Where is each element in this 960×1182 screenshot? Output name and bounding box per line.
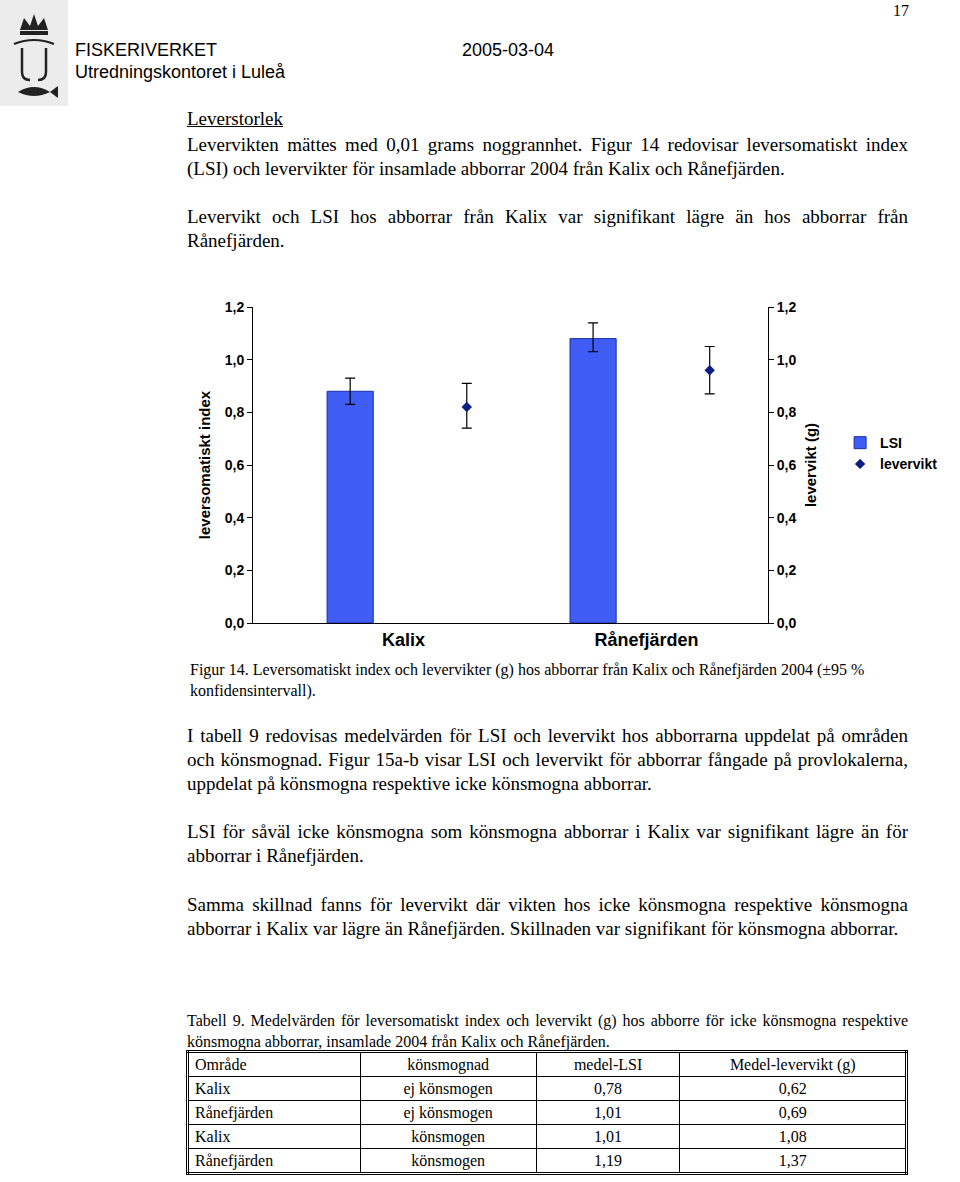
html-text:LSI för såväl icke könsmogna s: LSI för såväl icke könsmogna som könsmog… xyxy=(187,821,908,866)
html-text:I tabell 9 redovisas medelvärd: I tabell 9 redovisas medelvärden för LSI… xyxy=(187,725,908,794)
html-text:Kalix: Kalix xyxy=(195,1079,231,1097)
html-text:1,01: 1,01 xyxy=(594,1103,623,1121)
svg-text:0,2: 0,2 xyxy=(225,562,245,578)
svg-text:0,8: 0,8 xyxy=(777,404,797,420)
html-text:Medel-levervikt (g): Medel-levervikt (g) xyxy=(729,1055,856,1073)
html-text:ej könsmogen: ej könsmogen xyxy=(403,1103,493,1121)
svg-text:levervikt: levervikt xyxy=(880,456,937,472)
svg-text:Rånefjärden: Rånefjärden xyxy=(595,630,699,650)
svg-text:0,0: 0,0 xyxy=(225,615,245,631)
html-text:0,69: 0,69 xyxy=(778,1103,807,1121)
html-text:Tabell 9. Medelvärden för leve: Tabell 9. Medelvärden för leversomatiskt… xyxy=(187,1012,908,1050)
html-text:1,19: 1,19 xyxy=(594,1151,623,1169)
html-text:könsmogen: könsmogen xyxy=(411,1151,485,1169)
html-text:Figur 14. Leversomatiskt index: Figur 14. Leversomatiskt index och lever… xyxy=(190,661,865,699)
svg-text:0,4: 0,4 xyxy=(777,510,797,526)
html-text:1,08: 1,08 xyxy=(778,1127,807,1145)
html-text:0,62: 0,62 xyxy=(778,1079,807,1097)
html-text:FISKERIVERKET: FISKERIVERKET xyxy=(75,40,217,60)
html-text:17: 17 xyxy=(893,2,909,19)
svg-text:1,0: 1,0 xyxy=(225,352,245,368)
html-text:Levervikt och LSI hos abborrar: Levervikt och LSI hos abborrar från Kali… xyxy=(187,206,908,251)
svg-text:Kalix: Kalix xyxy=(382,630,425,650)
html-text:ej könsmogen: ej könsmogen xyxy=(403,1079,493,1097)
svg-text:0,6: 0,6 xyxy=(225,457,245,473)
html-text:Rånefjärden: Rånefjärden xyxy=(195,1151,274,1169)
svg-text:0,6: 0,6 xyxy=(777,457,797,473)
html-text:könsmogen: könsmogen xyxy=(411,1127,485,1145)
svg-text:0,4: 0,4 xyxy=(225,510,245,526)
svg-text:leversomatiskt index: leversomatiskt index xyxy=(196,390,213,539)
svg-text:LSI: LSI xyxy=(880,435,902,451)
html-text:Område: Område xyxy=(195,1055,247,1073)
html-text:Utredningskontoret i Luleå: Utredningskontoret i Luleå xyxy=(75,62,286,82)
html-text:Samma skillnad fanns för lever: Samma skillnad fanns för levervikt där v… xyxy=(187,894,908,939)
svg-text:0,2: 0,2 xyxy=(777,562,797,578)
html-text:1,01: 1,01 xyxy=(594,1127,623,1145)
html-text:könsmognad: könsmognad xyxy=(407,1055,489,1073)
svg-text:1,2: 1,2 xyxy=(225,299,245,315)
html-text:1,37: 1,37 xyxy=(778,1151,807,1169)
html-text:medel-LSI: medel-LSI xyxy=(573,1055,643,1073)
svg-text:1,2: 1,2 xyxy=(777,299,797,315)
html-text:Levervikten mättes med 0,01 gr: Levervikten mättes med 0,01 grams noggra… xyxy=(187,134,908,179)
svg-text:levervikt (g): levervikt (g) xyxy=(802,423,819,507)
svg-text:0,0: 0,0 xyxy=(777,615,797,631)
html-text:Kalix: Kalix xyxy=(195,1127,231,1145)
html-text:0,78: 0,78 xyxy=(594,1079,623,1097)
svg-text:0,8: 0,8 xyxy=(225,404,245,420)
html-text:2005-03-04: 2005-03-04 xyxy=(462,40,555,60)
html-text:Rånefjärden: Rånefjärden xyxy=(195,1103,274,1121)
svg-text:1,0: 1,0 xyxy=(777,352,797,368)
html-text:Leverstorlek: Leverstorlek xyxy=(187,108,283,129)
